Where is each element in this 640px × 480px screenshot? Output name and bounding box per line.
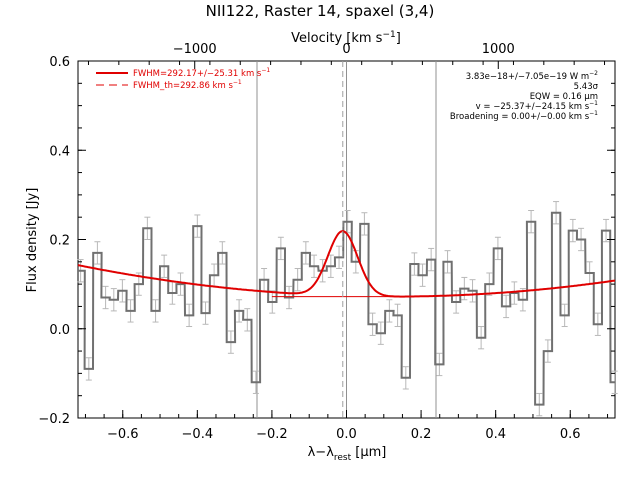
y-tick-label: −0.2 — [38, 412, 70, 427]
x-axis-ticks: −0.6 −0.4 −0.2 0.0 0.2 0.4 0.6 — [84, 410, 609, 442]
y-tick-label: 0.4 — [49, 144, 70, 159]
x-tick-label: 0.2 — [411, 427, 432, 442]
top-tick-label: −1000 — [173, 42, 217, 57]
y-axis-label: Flux density [Jy] — [25, 188, 40, 293]
legend-label: FWHM_th=292.86 km s−1 — [133, 79, 242, 91]
chart-title: NII122, Raster 14, spaxel (3,4) — [206, 2, 435, 20]
fit-curve — [77, 230, 616, 298]
annotation-line: 3.83e−18+/−7.05e−19 W m−2 — [466, 70, 598, 82]
annotation-line: EQW = 0.16 μm — [530, 92, 598, 102]
legend: FWHM=292.17+/−25.31 km s−1FWHM_th=292.86… — [96, 67, 270, 91]
y-tick-label: 0.6 — [49, 55, 70, 70]
x-tick-label: −0.2 — [256, 427, 288, 442]
top-tick-label: 0 — [342, 42, 350, 57]
annotation-line: v = −25.37+/−24.15 km s−1 — [476, 100, 599, 112]
legend-label: FWHM=292.17+/−25.31 km s−1 — [133, 67, 270, 79]
x-axis-label: λ−λrest [μm] — [308, 445, 387, 463]
x-tick-label: 0.4 — [485, 427, 506, 442]
annotation-line: Broadening = 0.00+/−0.00 km s−1 — [450, 110, 598, 122]
top-axis-label: Velocity [km s−1] — [291, 30, 401, 46]
x-tick-label: 0.6 — [560, 427, 581, 442]
fit-series — [77, 61, 616, 418]
x-tick-label: −0.4 — [182, 427, 214, 442]
annotation-line: 5.43σ — [574, 82, 599, 92]
x-tick-label: 0.0 — [336, 427, 357, 442]
y-tick-label: 0.2 — [49, 234, 70, 249]
y-tick-label: 0.0 — [49, 323, 70, 338]
x-tick-label: −0.6 — [107, 427, 139, 442]
top-tick-label: 1000 — [482, 42, 515, 57]
y-axis-ticks: −0.2 0.0 0.2 0.4 0.6 — [38, 55, 615, 427]
